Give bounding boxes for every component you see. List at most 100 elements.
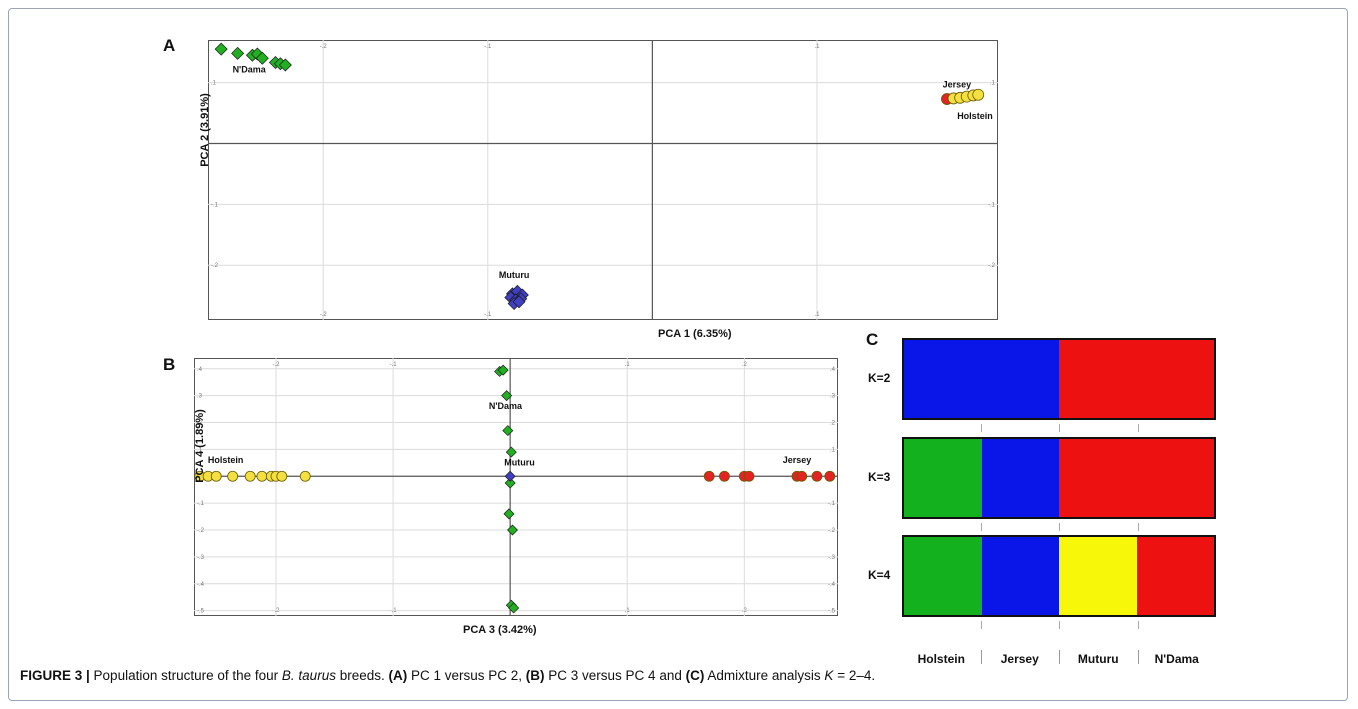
point-jersey xyxy=(796,470,808,482)
panel-b-scatter-plot: -.2-.2-.1-.1.1.1.2.2.4.4.3.3.2.2.1.1-.1-… xyxy=(194,358,838,616)
figure-frame xyxy=(8,8,1348,701)
caption-text-1: Population structure of the four xyxy=(89,668,282,683)
admixture-tick xyxy=(980,621,982,629)
breed-label: Jersey xyxy=(1000,652,1039,666)
admixture-tick xyxy=(1059,523,1060,531)
x-tick-label-bottom: -.1 xyxy=(484,312,492,318)
x-tick-label-top: .1 xyxy=(814,44,820,50)
caption-b-text: PC 3 versus PC 4 and xyxy=(544,668,686,683)
point-holstein xyxy=(227,470,239,482)
caption-a-text: PC 1 versus PC 2, xyxy=(407,668,526,683)
breed-separator xyxy=(1137,650,1139,664)
point-ndama xyxy=(497,364,509,376)
panel-a-letter: A xyxy=(163,36,176,55)
y-tick-label-left: .4 xyxy=(197,367,203,373)
k-label: K=2 xyxy=(868,371,891,385)
admixture-segment xyxy=(981,537,1059,615)
k-label: K=4 xyxy=(868,568,891,582)
panel-c-letter: C xyxy=(866,330,879,349)
point-jersey xyxy=(824,470,836,482)
y-tick-label-right: .4 xyxy=(830,367,836,373)
y-tick-label-right: -.1 xyxy=(828,501,836,507)
y-tick-label-right: -.4 xyxy=(828,582,836,588)
point-ndama xyxy=(231,46,245,60)
caption-k-range: = 2–4. xyxy=(833,668,876,683)
point-jersey xyxy=(719,470,730,482)
y-tick-label-right: -.5 xyxy=(828,609,836,615)
point-holstein xyxy=(299,470,311,482)
point-muturu xyxy=(504,470,516,482)
admixture-tick xyxy=(1059,621,1060,629)
admixture-tick xyxy=(980,424,982,432)
x-tick-label-top: -.1 xyxy=(484,44,492,50)
point-ndama xyxy=(214,42,228,56)
series-label-muturu: Muturu xyxy=(499,270,530,280)
admixture-segment xyxy=(1136,537,1214,615)
x-tick-label-top: .1 xyxy=(625,362,631,368)
panel-b-ylabel: PCA 4 (1.89%) xyxy=(194,409,206,483)
caption-figure-label: FIGURE 3 | xyxy=(20,668,90,683)
y-tick-label-right: .2 xyxy=(830,421,836,427)
panel-a-scatter-plot: -.2 -.2 -.1 -.1 .1 .1 .1 .1 -.1 -.1 -.2 -.2 N'Dama Mu… xyxy=(208,40,998,320)
caption-c-label: (C) xyxy=(685,668,705,683)
series-label-ndama: N'Dama xyxy=(489,401,523,411)
caption-species: B. taurus xyxy=(281,668,336,683)
caption-c-text: Admixture analysis xyxy=(704,668,825,683)
point-ndama xyxy=(503,508,515,520)
point-ndama xyxy=(506,524,518,536)
admixture-segment xyxy=(981,439,1059,517)
point-holstein xyxy=(210,470,222,482)
series-label-muturu: Muturu xyxy=(504,458,534,468)
y-tick-label-left: -.1 xyxy=(197,501,205,507)
point-muturu xyxy=(512,295,526,309)
caption-text-2: breeds. xyxy=(335,668,389,683)
plot-border xyxy=(208,40,998,320)
y-tick-label-right: -.2 xyxy=(988,263,996,269)
series-label-holstein: Holstein xyxy=(957,111,993,121)
panel-a-ylabel: PCA 2 (3.91%) xyxy=(199,93,211,167)
x-tick-label-top: -.1 xyxy=(390,362,398,368)
panel-b-xlabel: PCA 3 (3.42%) xyxy=(463,624,537,636)
admixture-tick xyxy=(1137,621,1139,629)
admixture-segment xyxy=(1059,340,1214,418)
admixture-segment xyxy=(1059,439,1214,517)
y-tick-label-right: -.1 xyxy=(988,202,996,208)
y-tick-label-right: -.3 xyxy=(828,555,836,561)
point-ndama xyxy=(278,58,292,72)
breed-label: Muturu xyxy=(1077,652,1119,666)
y-tick-label-left: -.2 xyxy=(211,263,219,269)
breed-label: Holstein xyxy=(917,652,965,666)
point-jersey xyxy=(743,470,755,482)
y-tick-label-left: .3 xyxy=(197,394,203,400)
point-holstein xyxy=(256,470,268,482)
admixture-tick xyxy=(980,523,982,531)
panel-b-letter: B xyxy=(163,355,176,374)
figure-caption: FIGURE 3 | Population structure of the f… xyxy=(20,668,875,683)
breed-label: N'Dama xyxy=(1154,652,1199,666)
y-tick-label-right: .3 xyxy=(830,394,836,400)
admixture-bar xyxy=(902,535,1216,617)
point-jersey xyxy=(703,470,715,482)
x-tick-label-top: -.2 xyxy=(320,44,328,50)
point-ndama xyxy=(502,425,514,437)
series-label-ndama: N'Dama xyxy=(233,64,267,74)
admixture-tick xyxy=(1137,523,1139,531)
breed-separator xyxy=(1059,650,1060,664)
admixture-tick xyxy=(1137,424,1139,432)
point-ndama xyxy=(505,446,517,458)
y-tick-label-left: -.3 xyxy=(197,555,205,561)
caption-k-var: K xyxy=(824,668,834,683)
y-tick-label-left: .1 xyxy=(211,81,217,87)
caption-a-label: (A) xyxy=(388,668,408,683)
y-tick-label-left: .1 xyxy=(197,447,203,453)
admixture-bar xyxy=(902,338,1216,420)
y-tick-label-left: -.1 xyxy=(211,202,219,208)
admixture-segment xyxy=(1059,537,1137,615)
point-ndama xyxy=(504,477,516,489)
series-label-holstein: Holstein xyxy=(208,455,244,465)
y-tick-label-left: -.5 xyxy=(197,609,205,615)
plot-border xyxy=(194,358,838,616)
y-tick-label-right: .1 xyxy=(990,81,996,87)
point-ndama xyxy=(255,51,269,65)
x-tick-label-top: .2 xyxy=(742,362,748,368)
